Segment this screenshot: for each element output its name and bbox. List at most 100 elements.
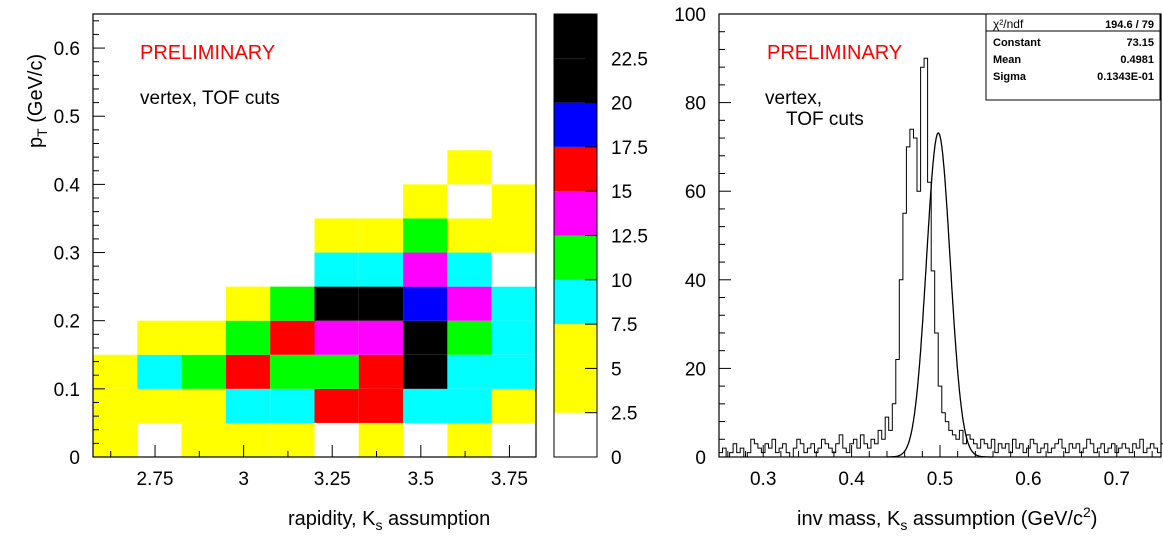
heatmap-cell [181,388,226,423]
colorbar-tick-label: 5 [611,359,622,380]
colorbar-band [554,58,597,103]
fit-stats-sigma-value: 0.1343E-01 [1097,71,1154,83]
heatmap-cells [93,150,536,457]
colorbar-tick-label: 7.5 [611,315,637,336]
heatmap-cell [314,388,359,423]
heatmap-cell [137,422,182,457]
heatmap-x-tick-label: 3.25 [314,469,351,490]
heatmap-cell [358,320,404,355]
histogram-x-tick-label: 0.5 [927,469,953,490]
gaussian-fit-curve [887,132,993,458]
heatmap-cell [314,422,359,457]
heatmap-cell [314,354,359,389]
histogram-cuts-label-line2: TOF cuts [786,109,864,130]
heatmap-y-tick-label: 0.4 [54,175,81,196]
colorbar-band [554,191,597,236]
heatmap-x-tick-label: 3.75 [491,469,528,490]
heatmap-cell [447,286,492,321]
heatmap-y-axis-label-main: p [25,137,47,148]
heatmap-cell [403,388,448,423]
heatmap-y-tick-label: 0.3 [54,244,80,265]
heatmap-y-axis-label-tail: (GeV/c) [25,54,47,128]
heatmap-cell [181,422,226,457]
heatmap-cell [403,252,448,287]
histogram-cuts-label-line1: vertex, [765,88,822,109]
heatmap-cell [358,354,404,389]
colorbar-tick-label: 20 [611,94,632,115]
histogram-x-tick-label: 0.6 [1015,469,1041,490]
heatmap-cell [358,286,404,321]
histogram-y-tick-label: 100 [674,5,706,26]
colorbar-frame [553,13,598,458]
heatmap-cuts-label: vertex, TOF cuts [140,88,280,109]
heatmap-cell [93,422,138,457]
heatmap-cell [314,252,359,287]
fit-stats-sigma-label: Sigma [993,71,1027,83]
fit-stats-box: χ²/ndf 194.6 / 79 Constant 73.15 Mean 0.… [985,13,1161,101]
heatmap-y-ticks: 0 0.1 0.2 0.3 0.4 0.5 0.6 [54,20,105,469]
heatmap-cell [491,320,536,355]
heatmap-cell [270,286,315,321]
heatmap-cell [93,354,138,389]
heatmap-x-ticks: 2.75 3 3.25 3.5 3.75 [110,445,528,490]
histogram-x-axis-label: inv mass, Ks assumption (GeV/c2) [797,504,1097,531]
heatmap-cell [403,354,448,389]
heatmap-cell [403,286,448,321]
heatmap-cell [491,388,536,423]
heatmap-cell [491,218,536,253]
heatmap-cell [270,422,315,457]
fit-stats-constant-value: 73.15 [1126,37,1154,49]
colorbar-band [554,146,597,192]
heatmap-y-axis-label-sub: T [34,128,50,137]
histogram-preliminary-label: PRELIMINARY [767,42,902,64]
heatmap-cell [314,320,359,355]
heatmap-cell [314,218,359,253]
histogram-x-tick-label: 0.3 [750,469,776,490]
histogram-y-tick-label: 80 [685,94,706,115]
fit-stats-mean-label: Mean [993,54,1021,66]
histogram-y-tick-label: 40 [685,271,706,292]
fit-stats-mean-value: 0.4981 [1120,54,1154,66]
colorbar-tick-label: 0 [611,448,622,469]
heatmap-cell [491,184,536,219]
heatmap-cell [358,422,404,457]
heatmap-cell [314,286,359,321]
heatmap-cell [225,320,271,355]
colorbar-band [554,14,597,59]
heatmap-cell [358,388,404,423]
colorbar-tick-label: 22.5 [611,49,648,70]
heatmap-cell [137,388,182,423]
heatmap-y-tick-label: 0.1 [54,380,80,401]
histogram-y-tick-label: 20 [685,359,706,380]
heatmap-cell [358,218,404,253]
heatmap-cell [270,354,315,389]
heatmap-x-axis-label-tail: assumption [382,508,490,530]
rapidity-pt-panel: 2.75 3 3.25 3.5 3.75 0 0.1 0.2 0.3 0.4 0.5 0.6 PRE… [25,13,537,533]
heatmap-x-axis-label-main: rapidity, K [288,508,376,530]
histogram-y-ticks: 0 20 40 60 80 100 [674,5,731,469]
heatmap-y-tick-label: 0 [69,448,80,469]
histogram-y-tick-label: 0 [695,448,706,469]
heatmap-cell [270,320,315,355]
heatmap-x-axis-label: rapidity, Ks assumption [288,508,490,531]
heatmap-cell [447,354,492,389]
heatmap-cell [225,388,271,423]
heatmap-cell [403,218,448,253]
fit-stats-chi2-label: χ²/ndf [993,17,1024,31]
histogram-x-tick-label: 0.7 [1104,469,1130,490]
heatmap-x-tick-label: 2.75 [137,469,174,490]
fit-stats-constant-label: Constant [993,37,1041,49]
colorbar-band [554,102,597,147]
heatmap-cell [491,286,536,321]
heatmap-cell [491,252,536,287]
heatmap-cell [137,320,182,355]
histogram-x-ticks: 0.3 0.4 0.5 0.6 0.7 [727,445,1153,490]
heatmap-frame [92,13,537,458]
fit-stats-frame [985,13,1161,101]
colorbar-band [554,368,597,413]
histogram-frame [718,13,1162,458]
heatmap-y-tick-label: 0.5 [54,107,80,128]
heatmap-cell [358,252,404,287]
heatmap-x-tick-label: 3.5 [408,469,434,490]
